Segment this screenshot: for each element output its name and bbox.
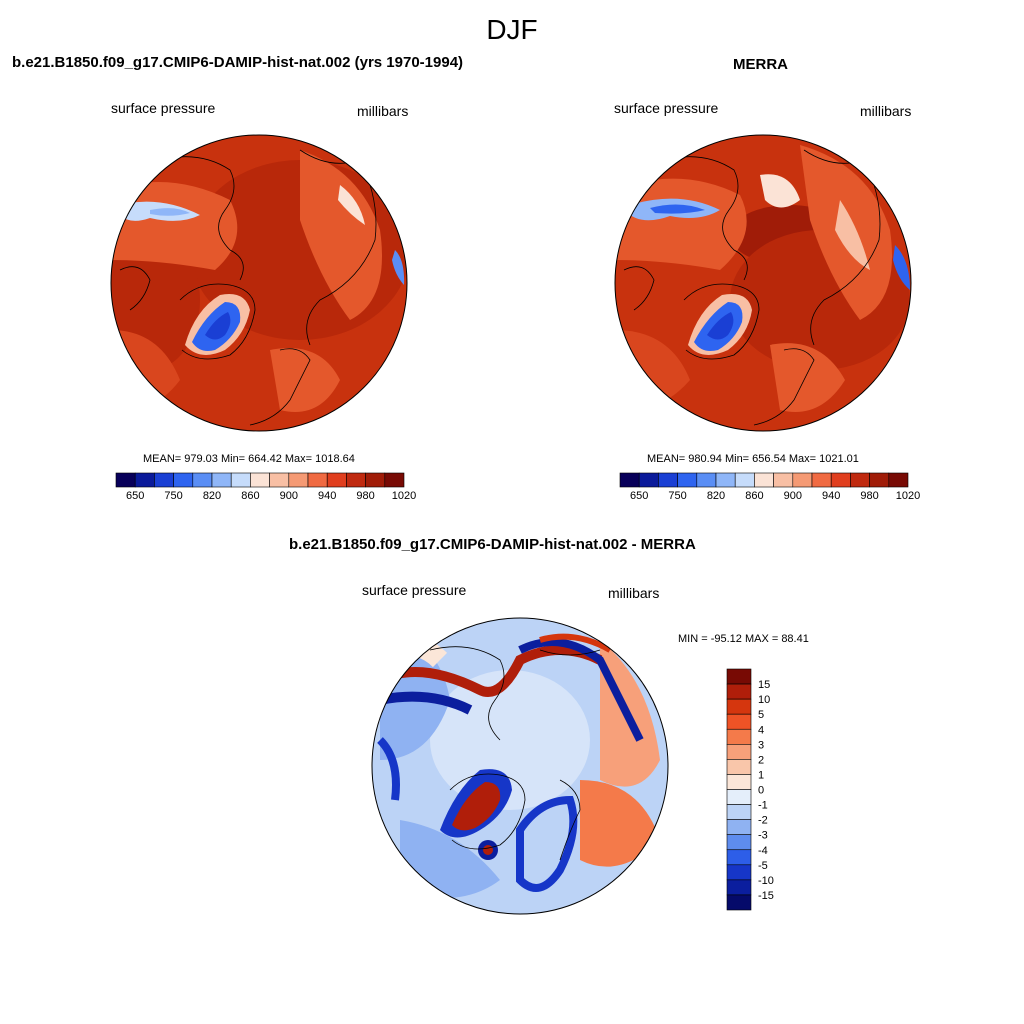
panel-3-left-label: surface pressure [362,582,467,598]
colorbar-swatch [726,804,752,820]
colorbar-swatch [888,472,909,488]
colorbar-tick-label: 0 [758,785,764,797]
colorbar-tick-label: -4 [758,845,768,857]
colorbar-swatch [830,472,851,488]
colorbar-tick-label: 650 [630,490,648,502]
colorbar-swatch [288,472,309,488]
colorbar-swatch [726,894,752,911]
colorbar-swatch [726,683,752,700]
colorbar-tick-label: -10 [758,875,774,887]
panel-2-left-label: surface pressure [614,100,719,116]
colorbar-swatch [726,744,752,760]
colorbar-swatch [726,879,752,896]
colorbar-swatch [658,472,678,488]
colorbar-tick-label: 900 [280,490,298,502]
colorbar-swatch [726,713,752,730]
colorbar-swatch [250,472,270,488]
colorbar-tick-label: 980 [860,490,878,502]
panel-3-title: b.e21.B1850.f09_g17.CMIP6-DAMIP-hist-nat… [289,536,696,553]
colorbar-swatch [726,774,752,790]
colorbar-tick-label: 900 [784,490,802,502]
colorbar-tick-label: -1 [758,800,768,812]
colorbar-swatch [726,759,752,775]
colorbar-swatch [726,849,752,866]
colorbar-tick-label: 820 [707,490,725,502]
colorbar-tick-label: 650 [126,490,144,502]
figure-title: DJF [486,14,538,45]
colorbar-tick-label: 1 [758,769,764,781]
panel-2-stats: MEAN= 980.94 Min= 656.54 Max= 1021.01 [647,453,859,465]
colorbar-tick-label: 860 [745,490,763,502]
colorbar-swatch [726,834,752,851]
colorbar-swatch [211,472,232,488]
colorbar-tick-label: 820 [203,490,221,502]
colorbar-tick-label: 4 [758,724,764,736]
colorbar-swatch [792,472,813,488]
colorbar-tick-label: 1020 [896,490,920,502]
colorbar-tick-label: -3 [758,830,768,842]
colorbar-swatch [734,472,755,488]
colorbar-tick-label: 940 [822,490,840,502]
colorbar-swatch [346,472,366,488]
colorbar-swatch [326,472,347,488]
colorbar-tick-label: -15 [758,890,774,902]
colorbar-tick-label: 10 [758,694,770,706]
colorbar-panel-2: 650 750 820 860 900 940 980 1020 [619,472,920,502]
colorbar-tick-label: 750 [668,490,686,502]
colorbar-tick-label: 5 [758,709,764,721]
colorbar-swatch [365,472,386,488]
colorbar-tick-label: -2 [758,815,768,827]
colorbar-swatch [638,472,659,488]
colorbar-tick-label: 1020 [392,490,416,502]
panel-1-map [110,134,408,432]
colorbar-tick-label: 2 [758,754,764,766]
panel-1-left-label: surface pressure [111,100,216,116]
colorbar-swatch [773,472,794,488]
colorbar-swatch [726,728,752,745]
colorbar-swatch [192,472,213,488]
colorbar-swatch [619,472,640,488]
panel-2-right-label: millibars [860,103,912,119]
panel-3-stats: MIN = -95.12 MAX = 88.41 [678,633,809,645]
colorbar-panel-1: 650 750 820 860 900 940 980 1020 [115,472,416,502]
colorbar-tick-label: 750 [164,490,182,502]
colorbar-tick-label: 15 [758,679,770,691]
panel-1-right-label: millibars [357,103,409,119]
colorbar-tick-label: 980 [356,490,374,502]
colorbar-swatch [696,472,717,488]
colorbar-swatch [173,472,194,488]
colorbar-swatch [230,472,251,488]
colorbar-tick-label: -5 [758,860,768,872]
panel-3-map [371,617,669,915]
panel-2-title: MERRA [733,56,788,73]
colorbar-swatch [811,472,832,488]
colorbar-swatch [384,472,405,488]
colorbar-tick-label: 940 [318,490,336,502]
colorbar-swatch [269,472,290,488]
colorbar-swatch [134,472,155,488]
colorbar-swatch [307,472,328,488]
panel-2-map [614,134,912,432]
colorbar-swatch [869,472,890,488]
colorbar-swatch [850,472,870,488]
colorbar-swatch [726,789,752,805]
colorbar-swatch [726,819,752,835]
colorbar-swatch [726,698,752,715]
colorbar-swatch [754,472,774,488]
colorbar-swatch [154,472,174,488]
panel-3-right-label: millibars [608,585,660,601]
colorbar-swatch [715,472,736,488]
colorbar-tick-label: 3 [758,739,764,751]
colorbar-swatch [677,472,698,488]
panel-1-title: b.e21.B1850.f09_g17.CMIP6-DAMIP-hist-nat… [12,54,464,71]
colorbar-swatch [115,472,136,488]
colorbar-swatch [726,864,752,881]
panel-1-stats: MEAN= 979.03 Min= 664.42 Max= 1018.64 [143,453,355,465]
colorbar-tick-label: 860 [241,490,259,502]
colorbar-swatch [726,668,752,685]
